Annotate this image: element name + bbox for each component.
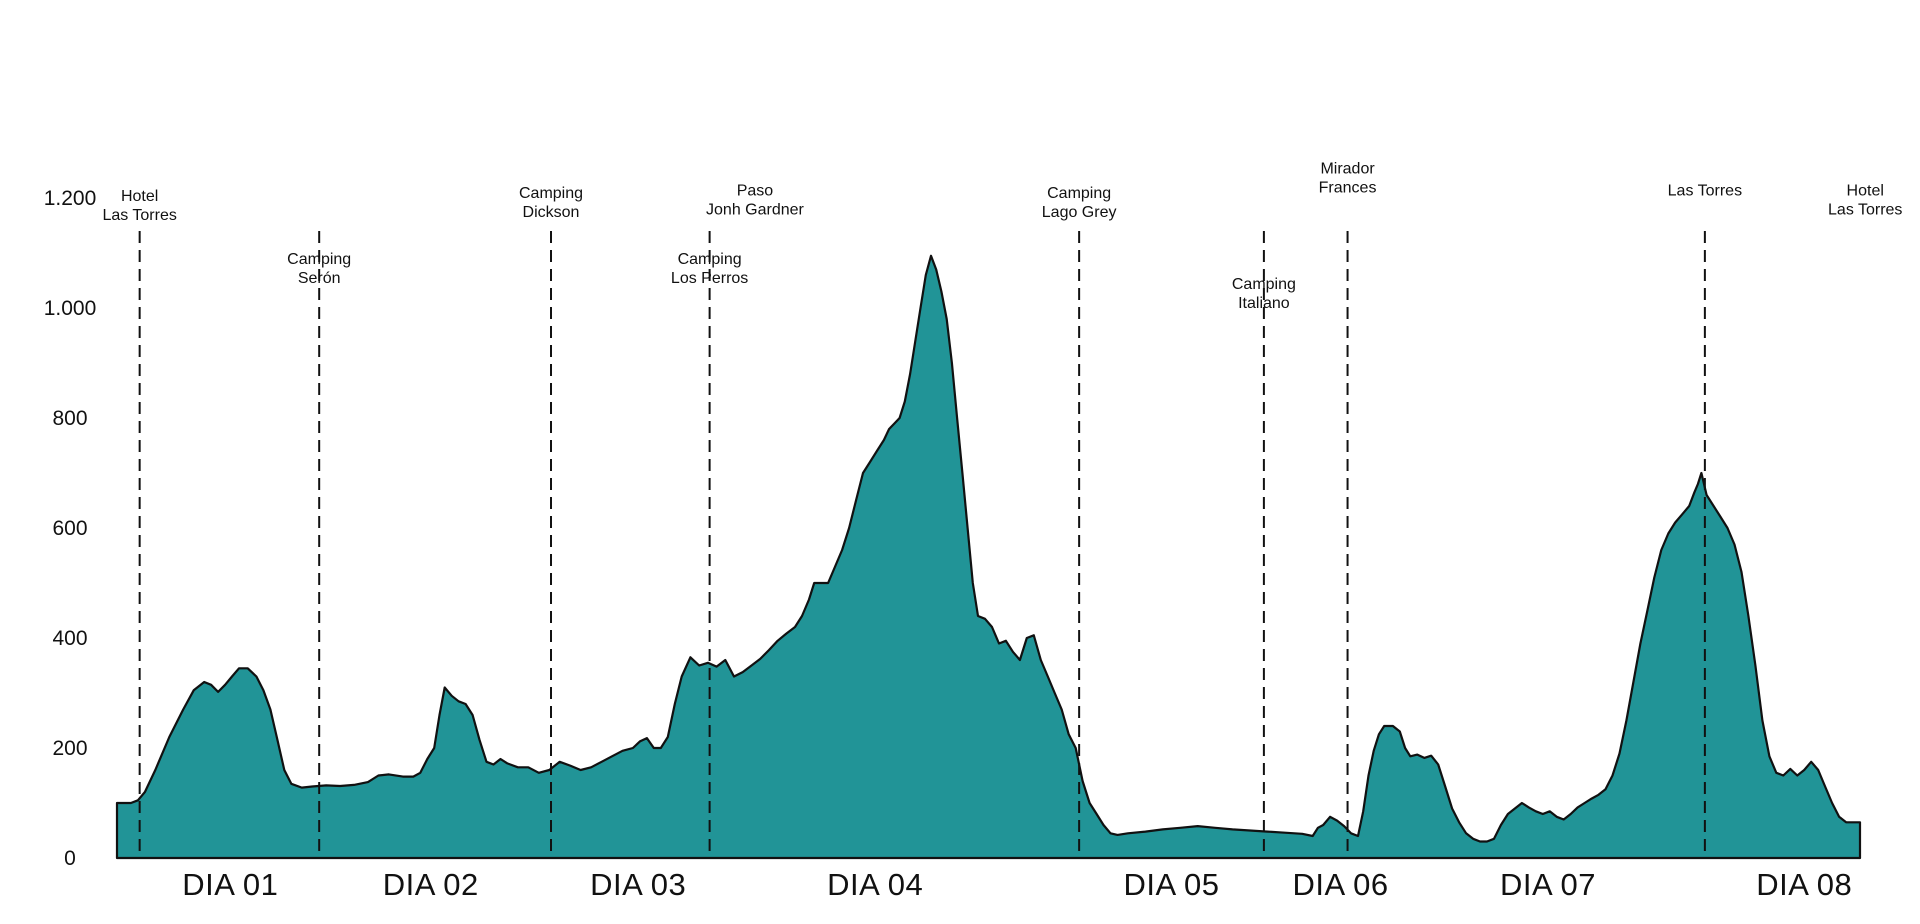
- waypoint-hotel-las-torres-end: Hotel Las Torres: [1828, 182, 1902, 218]
- elevation-area: [115, 254, 1862, 860]
- waypoint-camping-italiano: Camping Italiano: [1232, 231, 1296, 858]
- waypoint-camping-los-perros: Camping Los Perros: [671, 231, 748, 858]
- y-tick-label: 1.200: [44, 187, 97, 210]
- waypoint-label: Jonh Gardner: [706, 201, 805, 218]
- day-label: DIA 08: [1756, 867, 1852, 902]
- waypoint-label: Dickson: [523, 204, 580, 221]
- waypoint-label: Las Torres: [1828, 201, 1902, 218]
- waypoint-label: Camping: [678, 251, 742, 268]
- y-tick-label: 0: [64, 847, 76, 870]
- waypoint-label: Hotel: [121, 188, 158, 205]
- waypoint-hotel-las-torres-start: Hotel Las Torres: [102, 188, 177, 858]
- waypoint-markers: Hotel Las Torres Camping Serón Camping Dickso…: [102, 160, 1902, 858]
- waypoint-label: Frances: [1319, 179, 1377, 196]
- day-label: DIA 03: [590, 867, 686, 902]
- y-tick-label: 600: [52, 517, 87, 540]
- y-axis: 0 200 400 600 800 1.000 1.200: [44, 187, 97, 870]
- waypoint-mirador-frances: Mirador Frances: [1319, 160, 1377, 858]
- day-label: DIA 07: [1500, 867, 1596, 902]
- y-tick-label: 1.000: [44, 297, 97, 320]
- waypoint-label: Las Torres: [102, 207, 176, 224]
- waypoint-label: Mirador: [1320, 160, 1375, 177]
- waypoint-label: Serón: [298, 270, 341, 287]
- waypoint-label: Camping: [287, 251, 351, 268]
- waypoint-camping-lago-grey: Camping Lago Grey: [1042, 185, 1117, 858]
- waypoint-label: Paso: [737, 182, 774, 199]
- waypoint-las-torres: Las Torres: [1668, 182, 1742, 858]
- waypoint-label: Camping: [519, 185, 583, 202]
- waypoint-label: Italiano: [1238, 295, 1290, 312]
- y-tick-label: 400: [52, 627, 87, 650]
- day-label: DIA 05: [1123, 867, 1219, 902]
- waypoint-label: Lago Grey: [1042, 204, 1117, 221]
- waypoint-label: Camping: [1047, 185, 1111, 202]
- day-label: DIA 04: [827, 867, 923, 902]
- waypoint-label: Las Torres: [1668, 182, 1742, 199]
- y-tick-label: 200: [52, 737, 87, 760]
- waypoint-camping-seron: Camping Serón: [287, 231, 351, 858]
- y-tick-label: 800: [52, 407, 87, 430]
- day-label: DIA 02: [383, 867, 479, 902]
- day-labels: DIA 01 DIA 02 DIA 03 DIA 04 DIA 05 DIA 06 DIA …: [182, 867, 1852, 902]
- elevation-area-layer: [115, 254, 1862, 860]
- waypoint-label: Los Perros: [671, 270, 748, 287]
- waypoint-label: Hotel: [1847, 182, 1884, 199]
- waypoint-camping-dickson: Camping Dickson: [519, 185, 583, 858]
- waypoint-paso-jonh-gardner: Paso Jonh Gardner: [706, 182, 805, 218]
- waypoint-label: Camping: [1232, 276, 1296, 293]
- day-label: DIA 06: [1293, 867, 1389, 902]
- day-label: DIA 01: [182, 867, 278, 902]
